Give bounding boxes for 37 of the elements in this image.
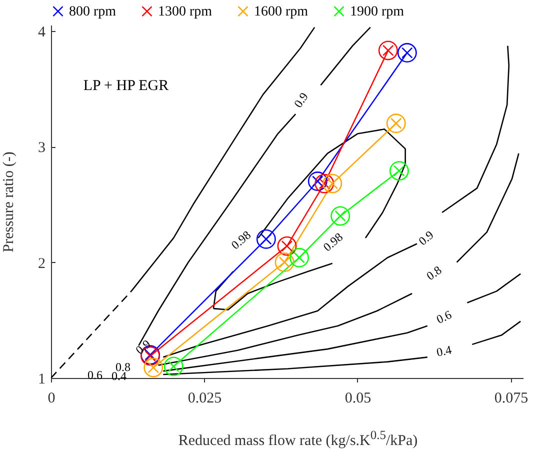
x-tick-label: 0.05	[344, 390, 372, 406]
annotation: 0.9	[416, 228, 436, 248]
annotation: 0.98	[228, 228, 254, 252]
point	[330, 206, 350, 226]
point	[256, 229, 276, 249]
y-tick-label: 3	[38, 140, 46, 156]
annotation: 0.8	[424, 262, 444, 284]
point	[322, 174, 342, 194]
point	[314, 174, 334, 194]
point	[378, 40, 398, 60]
point	[386, 114, 406, 134]
y-tick-label: 4	[38, 24, 46, 40]
legend-label: 1300 rpm	[158, 4, 212, 20]
annotation: 0.9	[132, 336, 154, 358]
point	[389, 161, 409, 181]
point	[274, 252, 294, 272]
annotation: 0.9	[290, 90, 312, 110]
x-tick-label: 0.075	[494, 390, 528, 406]
annotation: 0.4	[435, 342, 453, 360]
x-tick-label: 0.025	[188, 390, 222, 406]
y-tick-label: 2	[38, 256, 46, 272]
point	[290, 248, 309, 268]
annotation: LP + HP EGR	[83, 78, 169, 94]
legend-label: 800 rpm	[69, 4, 116, 20]
y-tick-label: 1	[38, 372, 46, 388]
point	[308, 172, 328, 191]
point	[397, 43, 417, 63]
legend-label: 1600 rpm	[254, 4, 308, 20]
x-axis-title: Reduced mass flow rate (kg/s.K$^{0.5}$/kPa)	[177, 428, 419, 450]
y-axis-title: Pressure ratio (-)	[1, 152, 17, 252]
x-tick-label: 0	[48, 390, 56, 406]
point	[144, 358, 164, 378]
point	[277, 236, 297, 256]
annotation: 0.6	[434, 307, 454, 327]
annotation: 0.98	[320, 230, 346, 254]
legend-label: 1900 rpm	[350, 4, 404, 20]
point	[164, 356, 184, 376]
